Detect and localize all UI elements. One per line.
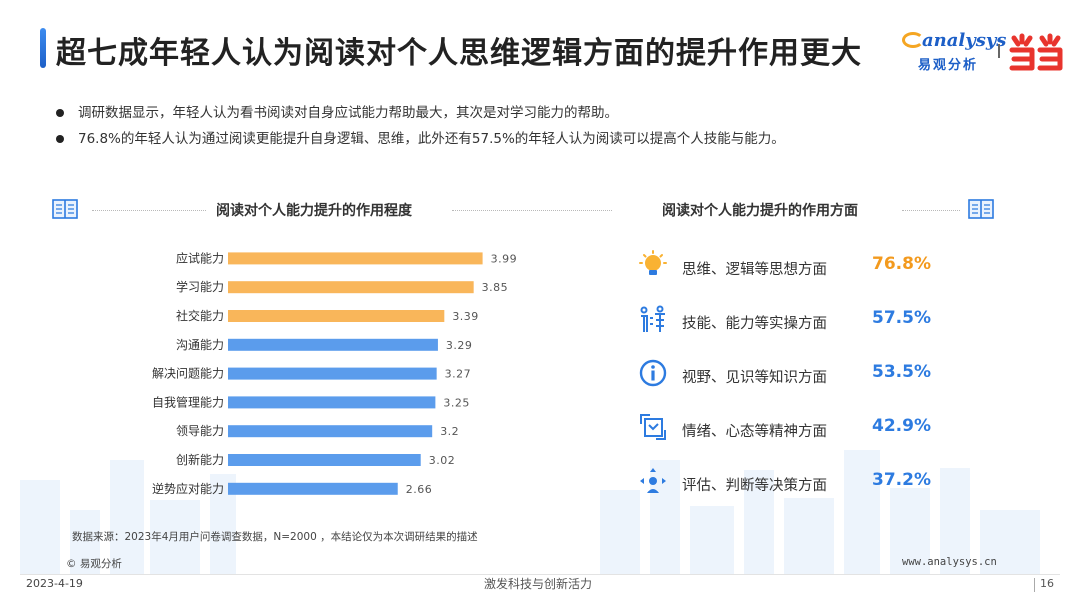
page-number: 16 bbox=[1040, 577, 1054, 590]
bar bbox=[228, 281, 474, 294]
ability-bar-chart: 应试能力 3.99 学习能力 3.85 社交能力 3.39 沟通能力 3.29 解决问题能力 3.… bbox=[152, 250, 517, 496]
value-label: 3.29 bbox=[446, 339, 473, 352]
aspect-percent: 37.2% bbox=[872, 470, 931, 490]
header-divider bbox=[452, 210, 612, 211]
aspect-list: 思维、逻辑等思想方面 76.8% 技能、能力等实操方面 57.5% 视野、见识等… bbox=[634, 246, 954, 516]
summary-bullet-text: 调研数据显示，年轻人认为看书阅读对自身应试能力帮助最大，其次是对学习能力的帮助。 bbox=[78, 105, 618, 121]
book-icon bbox=[968, 199, 994, 219]
aspect-percent: 53.5% bbox=[872, 362, 931, 382]
bar bbox=[228, 367, 437, 380]
category-label: 逆势应对能力 bbox=[152, 481, 224, 496]
logo-sub-text: 易观分析 bbox=[918, 58, 979, 73]
summary-bullets: 调研数据显示，年轻人认为看书阅读对自身应试能力帮助最大，其次是对学习能力的帮助。… bbox=[56, 100, 1036, 152]
aspect-percent: 57.5% bbox=[872, 308, 931, 328]
aspect-label: 情绪、心态等精神方面 bbox=[682, 424, 827, 440]
aspect-item-decision: 评估、判断等决策方面 37.2% bbox=[634, 462, 954, 516]
logo-separator bbox=[998, 44, 1000, 58]
left-panel-header: 阅读对个人能力提升的作用程度 bbox=[52, 196, 612, 224]
info-icon bbox=[639, 359, 667, 387]
right-panel-header: 阅读对个人能力提升的作用方面 bbox=[624, 196, 996, 224]
summary-bullet-text: 76.8%的年轻人认为通过阅读更能提升自身逻辑、思维，此外还有57.5%的年轻人… bbox=[78, 131, 785, 147]
aspect-label: 技能、能力等实操方面 bbox=[682, 316, 827, 332]
emotion-icon bbox=[640, 414, 666, 440]
value-label: 3.27 bbox=[445, 368, 472, 381]
category-label: 创新能力 bbox=[176, 452, 224, 467]
city-skyline-background bbox=[20, 450, 1040, 574]
analysys-logo: analysys 易观分析 bbox=[902, 28, 1006, 73]
bar bbox=[228, 338, 438, 351]
footer-divider bbox=[20, 574, 1060, 575]
summary-bullet-2: 76.8%的年轻人认为通过阅读更能提升自身逻辑、思维，此外还有57.5%的年轻人… bbox=[56, 126, 1036, 152]
decision-icon bbox=[640, 468, 666, 493]
aspect-item-skills: 技能、能力等实操方面 57.5% bbox=[634, 300, 954, 354]
lightbulb-icon bbox=[639, 250, 667, 275]
category-label: 学习能力 bbox=[176, 279, 224, 294]
left-panel-title: 阅读对个人能力提升的作用程度 bbox=[216, 203, 412, 219]
header-divider bbox=[92, 210, 206, 211]
value-label: 3.25 bbox=[443, 396, 470, 409]
aspect-percent: 76.8% bbox=[872, 254, 931, 274]
summary-bullet-1: 调研数据显示，年轻人认为看书阅读对自身应试能力帮助最大，其次是对学习能力的帮助。 bbox=[56, 100, 1036, 126]
value-label: 3.2 bbox=[440, 425, 459, 438]
website-link[interactable]: www.analysys.cn bbox=[902, 556, 997, 568]
data-source-note: 数据来源：2023年4月用户问卷调查数据，N=2000 ，本结论仅为本次调研结果… bbox=[72, 531, 478, 543]
page-title: 超七成年轻人认为阅读对个人思维逻辑方面的提升作用更大 bbox=[56, 36, 862, 71]
value-label: 3.85 bbox=[482, 281, 509, 294]
skills-icon bbox=[640, 305, 665, 332]
bullet-dot-icon bbox=[56, 135, 64, 143]
value-label: 3.39 bbox=[452, 310, 479, 323]
category-label: 社交能力 bbox=[176, 308, 224, 323]
aspect-item-knowledge: 视野、见识等知识方面 53.5% bbox=[634, 354, 954, 408]
bullet-dot-icon bbox=[56, 109, 64, 117]
category-label: 应试能力 bbox=[176, 250, 224, 265]
bar bbox=[228, 454, 421, 466]
header-divider bbox=[902, 210, 960, 211]
category-label: 领导能力 bbox=[176, 424, 224, 438]
bar bbox=[228, 252, 483, 265]
category-label: 解决问题能力 bbox=[152, 367, 224, 381]
page-number-divider bbox=[1034, 578, 1035, 592]
bar bbox=[228, 425, 433, 438]
bar bbox=[228, 482, 398, 495]
bar bbox=[228, 310, 445, 322]
report-date: 2023-4-19 bbox=[26, 577, 83, 590]
aspect-label: 思维、逻辑等思想方面 bbox=[682, 262, 827, 278]
right-panel-title: 阅读对个人能力提升的作用方面 bbox=[662, 203, 858, 219]
aspect-percent: 42.9% bbox=[872, 416, 931, 436]
category-label: 自我管理能力 bbox=[152, 394, 224, 409]
aspect-item-thinking: 思维、逻辑等思想方面 76.8% bbox=[634, 246, 954, 300]
title-accent-bar bbox=[40, 28, 46, 68]
category-label: 沟通能力 bbox=[176, 338, 224, 352]
value-label: 2.66 bbox=[406, 483, 433, 496]
aspect-item-emotion: 情绪、心态等精神方面 42.9% bbox=[634, 408, 954, 462]
value-label: 3.02 bbox=[429, 454, 456, 467]
aspect-label: 评估、判断等决策方面 bbox=[682, 478, 827, 494]
value-label: 3.99 bbox=[491, 252, 517, 265]
footer-slogan: 激发科技与创新活力 bbox=[484, 577, 593, 591]
book-icon bbox=[52, 199, 78, 219]
bar bbox=[228, 396, 436, 409]
logo-swoosh-icon bbox=[902, 32, 924, 48]
aspect-label: 视野、见识等知识方面 bbox=[682, 370, 827, 386]
dangdang-logo-icon bbox=[1009, 33, 1063, 71]
logo-brand-text: analysys bbox=[922, 30, 1007, 51]
copyright-text: © 易观分析 bbox=[66, 558, 122, 570]
